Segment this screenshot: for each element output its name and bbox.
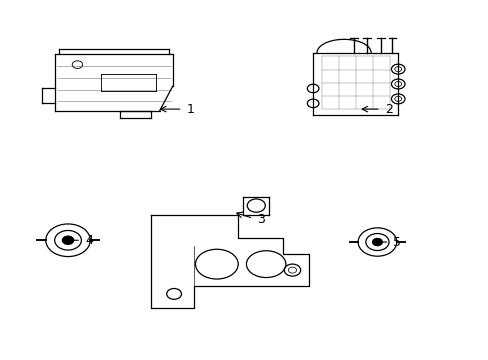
Text: 1: 1 bbox=[186, 103, 194, 116]
Text: 5: 5 bbox=[393, 235, 401, 248]
Circle shape bbox=[372, 238, 382, 246]
Text: 2: 2 bbox=[384, 103, 392, 116]
Text: 4: 4 bbox=[85, 234, 93, 247]
Circle shape bbox=[62, 236, 74, 244]
Text: 3: 3 bbox=[257, 213, 264, 226]
